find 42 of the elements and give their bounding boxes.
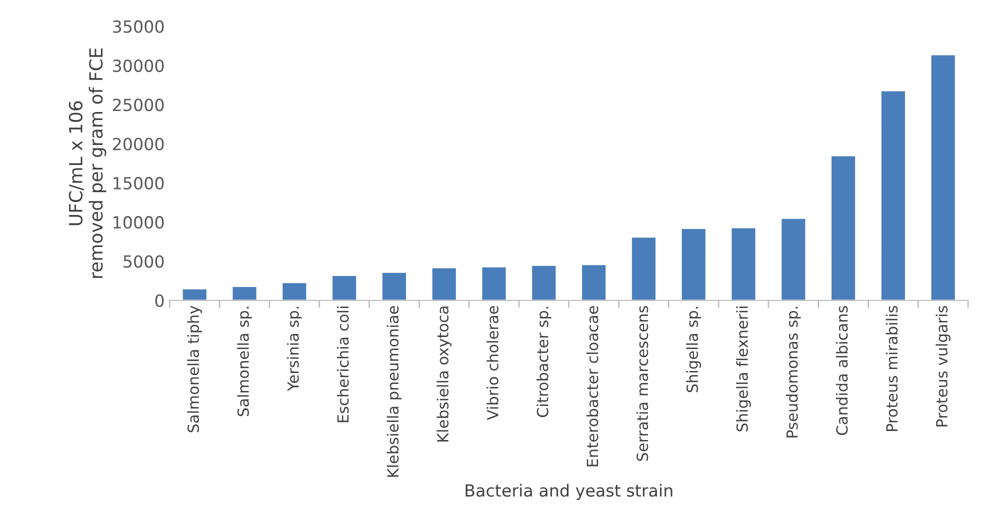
bar [580,264,607,300]
bar [181,288,208,300]
y-tick-label: 0 [155,294,164,307]
x-tick-label: Salmonella sp. [237,306,252,416]
bar [480,266,508,300]
x-tick-label: Citrobacter sp. [536,306,552,418]
y-tick-label: 15000 [114,176,164,190]
x-tick-label: Proteus mirabilis [886,306,898,432]
bar [630,236,657,300]
x-tick-label: Escherichia coli [336,306,349,422]
x-tick-label: Enterobacter cloacae [586,306,598,466]
bar [830,154,856,300]
y-tick-label: 25000 [113,98,164,112]
y-tick-label: 35000 [113,20,164,33]
bar [930,54,956,300]
bar [680,228,707,300]
y-axis-title: UFC/mL x 106 removed per gram of FCE [68,48,106,278]
bar [381,272,408,300]
bar [430,266,458,300]
y-tick-label: 30000 [113,59,164,72]
bar [231,286,258,300]
x-tick-label: Candida albicans [836,306,848,435]
x-tick-label: Yersinia sp. [287,306,302,392]
x-tick-label: Vibrio cholerae [486,306,498,420]
x-tick-label: Klebsiella pneumoniae [386,306,402,477]
x-tick-label: Pseudomonas sp. [786,306,801,438]
x-axis-title: Bacteria and yeast strain [466,484,672,500]
x-tick-label: Shigella flexnerii [736,306,751,432]
bar [780,217,807,300]
y-tick-label: 5000 [124,255,164,268]
bar [331,274,358,300]
x-tick-label: Proteus vulgaris [936,306,951,426]
x-tick-label: Shigella sp. [686,306,702,392]
bar [281,282,308,300]
y-tick-label: 10000 [114,216,164,229]
y-tick-label: 20000 [113,138,164,150]
bar [730,226,757,300]
bar [530,264,558,300]
x-tick-label: Serratia marcescens [636,306,648,461]
bar [880,90,906,300]
x-tick-label: Salmonella tiphy [187,306,202,432]
x-tick-label: Klebsiella oxytoca [436,306,452,442]
